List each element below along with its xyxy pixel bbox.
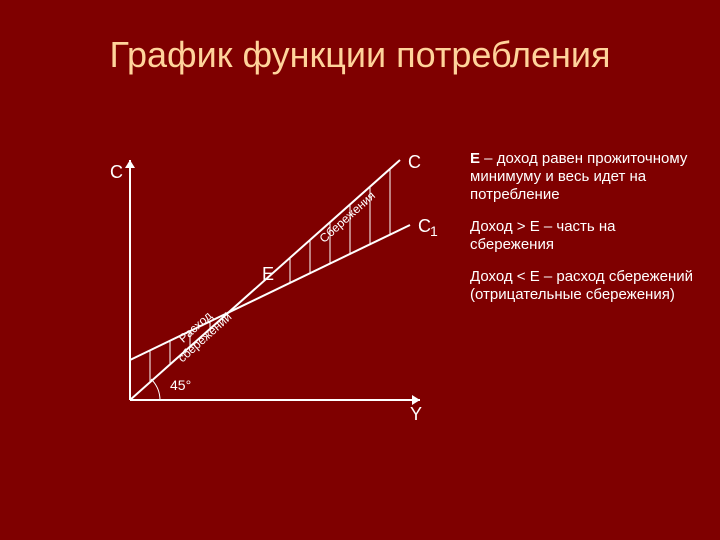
slide-root: График функции потребления 45°ССС1YЕРасх… (0, 0, 720, 540)
explanation-block: Е – доход равен прожиточному минимуму и … (470, 150, 700, 318)
label-c1-subscript: 1 (430, 223, 438, 239)
label-c-axis: С (110, 162, 123, 182)
label-e-point: Е (262, 264, 274, 284)
y-axis-arrow-icon (125, 160, 135, 168)
c1-line (130, 225, 410, 360)
explain-paragraph: Доход < Е – расход сбережений (отрицател… (470, 268, 700, 304)
region-label-left: Расходсбережений (166, 299, 235, 365)
label-c-right: С (408, 152, 421, 172)
explain-paragraph: Доход > Е – часть на сбережения (470, 218, 700, 254)
slide-title: График функции потребления (0, 34, 720, 76)
region-label-right: Сбережения (317, 188, 378, 245)
explain-paragraph: Е – доход равен прожиточному минимуму и … (470, 150, 700, 204)
angle-arc (151, 379, 160, 400)
chart-svg: 45°ССС1YЕРасходсбереженийСбережения (100, 150, 440, 420)
explain-bold-lead: Е (470, 150, 480, 167)
consumption-chart: 45°ССС1YЕРасходсбереженийСбережения (100, 150, 440, 420)
angle-label: 45° (170, 377, 191, 393)
svg-text:Сбережения: Сбережения (317, 188, 378, 245)
label-y-axis: Y (410, 404, 422, 420)
